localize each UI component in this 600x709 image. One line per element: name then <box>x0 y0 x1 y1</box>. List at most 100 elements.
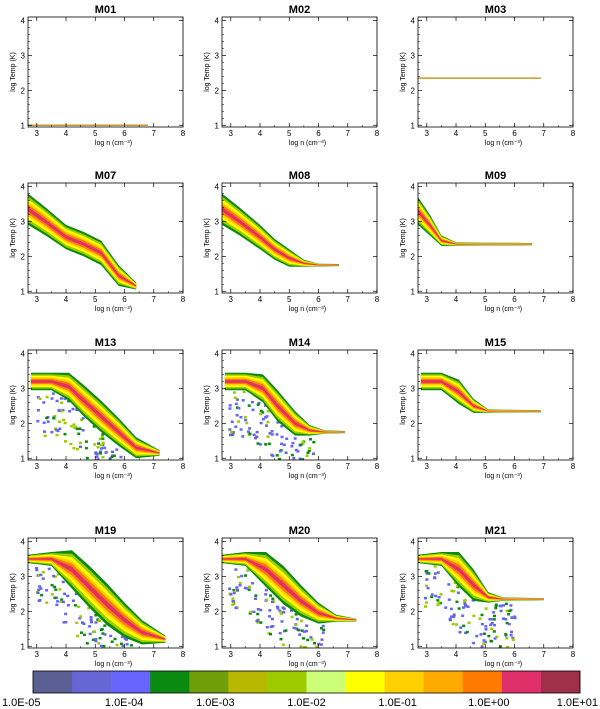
scatter-pixel <box>270 433 274 436</box>
scatter-pixel <box>123 637 127 641</box>
x-tick-label: 8 <box>571 295 576 304</box>
scatter-pixel <box>53 414 57 418</box>
scatter-pixel <box>96 618 100 621</box>
y-tick-label: 4 <box>21 182 26 191</box>
scatter-pixel <box>268 432 272 435</box>
scatter-pixel <box>230 420 234 424</box>
colorbar-segment <box>228 671 268 693</box>
scatter-pixel <box>490 627 494 631</box>
scatter-pixel <box>251 408 255 412</box>
x-tick-label: 6 <box>122 295 127 304</box>
scatter-pixel <box>252 433 256 437</box>
scatter-pixel <box>455 600 459 604</box>
colorbar-segment <box>423 671 464 693</box>
scatter-pixel <box>238 584 242 587</box>
scatter-pixel <box>231 432 235 436</box>
scatter-pixel <box>250 400 254 404</box>
scatter-pixel <box>37 573 41 577</box>
scatter-pixel <box>247 588 251 591</box>
scatter-pixel <box>80 631 83 634</box>
scatter-pixel <box>305 454 309 458</box>
scatter-pixel <box>261 411 265 414</box>
colorbar-segment <box>345 671 386 693</box>
scatter-pixel <box>433 565 437 568</box>
colorbar: 1.0E-05 1.0E-04 1.0E-03 1.0E-02 1.0E-01 1.0E+… <box>2 670 598 709</box>
scatter-pixel <box>248 427 252 430</box>
x-axis-label: log n (cm⁻³) <box>289 661 326 668</box>
scatter-pixel <box>84 446 88 450</box>
x-tick-label: 3 <box>229 462 234 471</box>
x-tick-label: 6 <box>316 650 321 659</box>
scatter-pixel <box>235 586 239 589</box>
scatter-pixel <box>73 604 77 607</box>
scatter-pixel <box>270 430 274 433</box>
panel-m02: 3 4 5 6 7 8 1 2 3 4 M02 log n (cm⁻³) log Temp (K) <box>204 4 380 147</box>
scatter-pixel <box>425 584 428 588</box>
scatter-pixel <box>279 637 283 641</box>
scatter-pixel <box>52 416 56 419</box>
plot-area <box>28 550 166 648</box>
scatter-pixel <box>292 626 296 630</box>
scatter-pixel <box>84 440 88 443</box>
scatter-pixel <box>43 430 46 433</box>
scatter-pixel <box>452 590 456 593</box>
scatter-pixel <box>236 588 239 592</box>
y-tick-label: 3 <box>411 51 416 60</box>
x-tick-label: 8 <box>181 129 186 138</box>
scatter-pixel <box>255 430 259 434</box>
x-tick-label: 8 <box>181 462 186 471</box>
x-tick-label: 4 <box>258 462 263 471</box>
x-tick-label: 5 <box>287 129 292 138</box>
colorbar-segment <box>33 671 73 693</box>
density-band-layer-6 <box>28 207 137 287</box>
y-tick-label: 2 <box>21 252 26 261</box>
scatter-pixel <box>270 617 274 621</box>
scatter-pixel <box>305 624 309 627</box>
scatter-pixel <box>255 435 259 438</box>
x-tick-label: 6 <box>316 295 321 304</box>
scatter-pixel <box>426 586 430 590</box>
scatter-pixel <box>490 622 494 625</box>
panel-m21: 3 4 5 6 7 8 1 2 3 4 M21 log n (cm⁻³) log Temp (K) <box>400 525 576 668</box>
scatter-pixel <box>458 631 462 634</box>
scatter-pixel <box>241 399 245 402</box>
scatter-pixel <box>111 450 114 454</box>
scatter-pixel <box>504 633 508 636</box>
y-tick-label: 2 <box>215 419 220 428</box>
scatter-pixel <box>439 593 443 596</box>
colorbar-label: 1.0E-03 <box>196 697 235 709</box>
y-tick-label: 4 <box>215 537 220 546</box>
y-axis-label: log Temp (K) <box>204 385 211 425</box>
scatter-pixel <box>483 640 487 644</box>
scatter-pixel <box>510 616 514 619</box>
scatter-pixel <box>246 568 250 571</box>
scatter-pixel <box>88 625 92 628</box>
scatter-pixel <box>92 425 96 428</box>
scatter-pixel <box>292 457 296 460</box>
scatter-pixel <box>291 441 295 445</box>
scatter-pixel <box>309 438 312 441</box>
panel-title: M15 <box>485 337 506 349</box>
y-tick-label: 3 <box>21 572 26 581</box>
plot-frame <box>221 537 378 649</box>
scatter-pixel <box>304 646 308 648</box>
scatter-pixel <box>61 580 65 584</box>
scatter-pixel <box>61 408 65 412</box>
x-tick-label: 4 <box>258 129 263 138</box>
y-tick-label: 1 <box>215 642 220 651</box>
scatter-pixel <box>479 633 483 636</box>
scatter-pixel <box>37 588 41 591</box>
scatter-pixel <box>450 589 454 593</box>
scatter-pixel <box>75 407 79 411</box>
scatter-pixel <box>296 628 300 631</box>
scatter-pixel <box>455 584 459 588</box>
scatter-pixel <box>62 621 66 624</box>
x-tick-label: 4 <box>454 129 459 138</box>
scatter-pixel <box>480 645 484 648</box>
x-axis-label: log n (cm⁻³) <box>485 473 522 480</box>
scatter-pixel <box>81 417 85 420</box>
scatter-pixel <box>271 625 275 628</box>
scatter-pixel <box>121 644 125 648</box>
scatter-pixel <box>254 594 258 597</box>
scatter-pixel <box>444 606 448 609</box>
